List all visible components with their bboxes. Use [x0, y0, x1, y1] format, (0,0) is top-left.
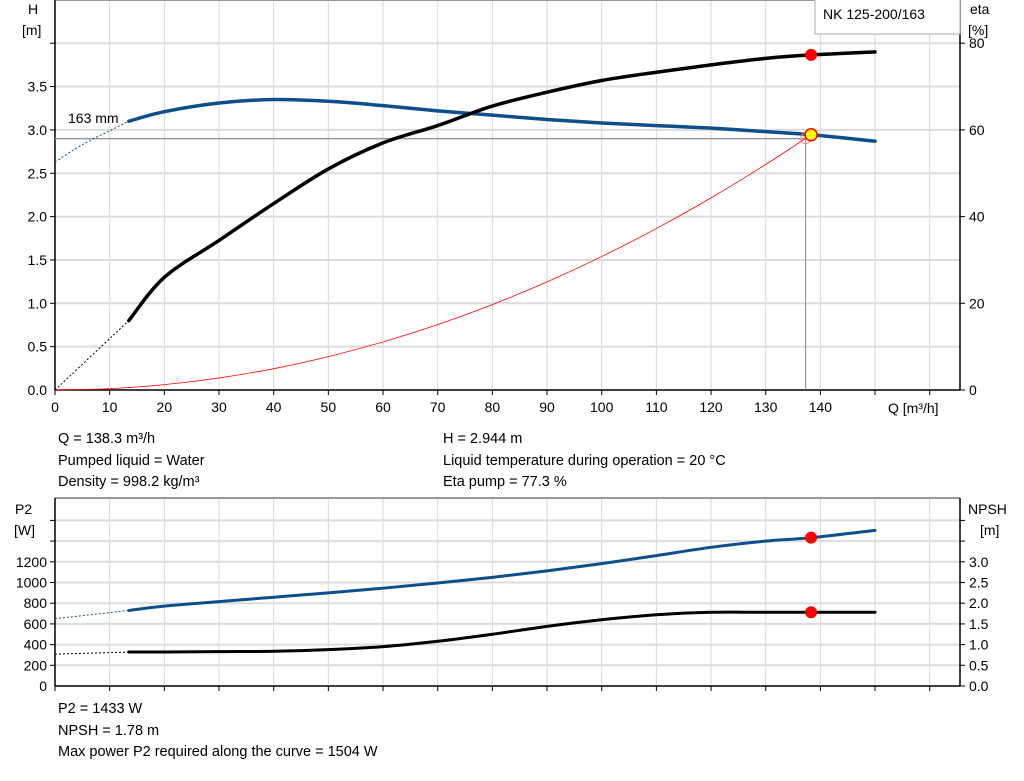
y-left-tick-label: 0 — [39, 678, 47, 694]
y-right-tick-label: 0.5 — [969, 657, 989, 673]
liquid-temperature: Liquid temperature during operation = 20… — [443, 452, 726, 469]
x-tick-label: 110 — [645, 399, 668, 415]
x-tick-label: 60 — [375, 399, 391, 415]
y-right-tick-label: 2.0 — [969, 595, 989, 611]
flow-value: Q = 138.3 m³/h — [58, 431, 156, 447]
y-left-tick-label: 1.0 — [28, 295, 48, 311]
npsh-axis-label-name: NPSH — [968, 501, 1007, 517]
y-left-label-unit: [m] — [22, 22, 41, 38]
head-curve-extrapolated-line — [54, 120, 130, 163]
y-left-tick-label: 2.5 — [28, 165, 48, 181]
npsh-operating-point — [805, 606, 818, 619]
y-right-tick-label: 2.5 — [969, 575, 989, 591]
x-tick-label: 90 — [539, 399, 555, 415]
max-power: Max power P2 required along the curve = … — [58, 744, 378, 760]
x-tick-label: 100 — [590, 399, 614, 415]
curve-label-163mm: 163 mm — [68, 110, 119, 126]
efficiency-curve-line — [127, 50, 877, 323]
y-left-tick-label: 2.0 — [28, 209, 48, 225]
y-left-tick-label: 1000 — [16, 575, 47, 591]
power-info: P2 = 1433 W NPSH = 1.78 m Max power P2 r… — [58, 699, 378, 764]
y-left-tick-label: 0.0 — [28, 382, 48, 398]
y-right-tick-label: 1.0 — [969, 637, 989, 653]
x-tick-label: 50 — [321, 399, 337, 415]
x-tick-label: 20 — [157, 399, 173, 415]
y-right-tick-label: 60 — [969, 122, 985, 138]
y-left-tick-label: 3.5 — [28, 79, 48, 95]
x-tick-label: 30 — [211, 399, 227, 415]
eta-pump: Eta pump = 77.3 % — [443, 474, 567, 490]
y-right-tick-label: 40 — [969, 209, 985, 225]
operating-info-left: Q = 138.3 m³/h Pumped liquid = Water Den… — [58, 429, 205, 494]
x-tick-label: 80 — [485, 399, 501, 415]
npsh-value: NPSH = 1.78 m — [58, 722, 160, 739]
operating-info-right: H = 2.944 m Liquid temperature during op… — [443, 429, 726, 494]
p2-axis-label-name: P2 — [15, 501, 32, 517]
npsh-axis-label-unit: [m] — [980, 522, 999, 538]
x-tick-label: 10 — [102, 399, 118, 415]
y-right-tick-label: 0.0 — [969, 678, 989, 694]
y-left-tick-label: 200 — [24, 657, 48, 673]
npsh-curve-extrapolated-line — [54, 651, 129, 655]
y-left-tick-label: 3.0 — [28, 122, 48, 138]
y-right-tick-label: 0 — [969, 382, 977, 398]
y-left-tick-label: 800 — [24, 595, 48, 611]
p2-axis-label-unit: [W] — [14, 522, 35, 538]
p2-curve-line — [127, 528, 877, 612]
performance-chart: 0.0 0.5 1.0 1.5 2.0 2.5 3.0 3.5 0 20 40 60 80 100 0 10 2… — [28, 0, 985, 415]
pumped-liquid: Pumped liquid = Water — [58, 452, 205, 469]
head-curve-line — [127, 97, 877, 143]
y-left-tick-label: 1.5 — [28, 252, 48, 268]
y-left-tick-label: 400 — [24, 637, 48, 653]
efficiency-operating-point — [805, 48, 818, 61]
y-left-tick-label: 600 — [24, 616, 48, 632]
head-value: H = 2.944 m — [443, 431, 523, 447]
x-tick-label: 120 — [699, 399, 723, 415]
plot-area — [55, 498, 960, 686]
p2-operating-point — [805, 531, 818, 544]
x-axis-label: Q [m³/h] — [888, 400, 939, 416]
plot-area — [55, 0, 960, 390]
y-left-label-name: H — [28, 1, 38, 17]
legend-box: NK 125-200/163 — [814, 0, 961, 35]
y-right-tick-label: 3.0 — [969, 554, 989, 570]
head-operating-point — [804, 128, 818, 142]
npsh-curve-line — [127, 610, 877, 654]
y-right-label-unit: [%] — [968, 22, 988, 38]
legend-label: NK 125-200/163 — [823, 6, 925, 22]
system-curve-line — [54, 134, 812, 391]
p2-value: P2 = 1433 W — [58, 701, 143, 717]
y-right-label-name: eta — [970, 1, 990, 17]
x-tick-label: 140 — [809, 399, 833, 415]
y-left-tick-label: 0.5 — [28, 339, 48, 355]
power-npsh-chart: 0 200 400 600 800 1000 1200 0.0 0.5 1.0 1.5 2.0 2.5 3… — [16, 497, 989, 694]
density: Density = 998.2 kg/m³ — [58, 474, 200, 490]
x-tick-label: 70 — [430, 399, 446, 415]
x-tick-label: 0 — [51, 399, 59, 415]
y-right-tick-label: 1.5 — [969, 616, 989, 632]
x-tick-label: 130 — [754, 399, 778, 415]
y-left-tick-label: 1200 — [16, 554, 47, 570]
y-right-tick-label: 20 — [969, 295, 985, 311]
x-tick-label: 40 — [266, 399, 282, 415]
p2-curve-extrapolated-line — [54, 609, 129, 620]
y-right-tick-label: 80 — [969, 35, 985, 51]
